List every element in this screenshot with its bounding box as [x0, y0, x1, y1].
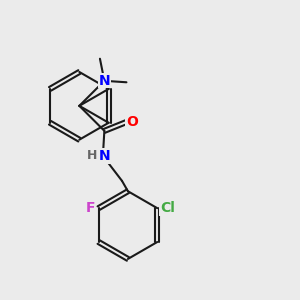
Text: F: F — [85, 201, 95, 215]
Text: Cl: Cl — [160, 201, 175, 215]
Text: N: N — [98, 74, 110, 88]
Text: O: O — [126, 115, 138, 129]
Text: H: H — [86, 149, 97, 162]
Text: N: N — [99, 149, 111, 163]
